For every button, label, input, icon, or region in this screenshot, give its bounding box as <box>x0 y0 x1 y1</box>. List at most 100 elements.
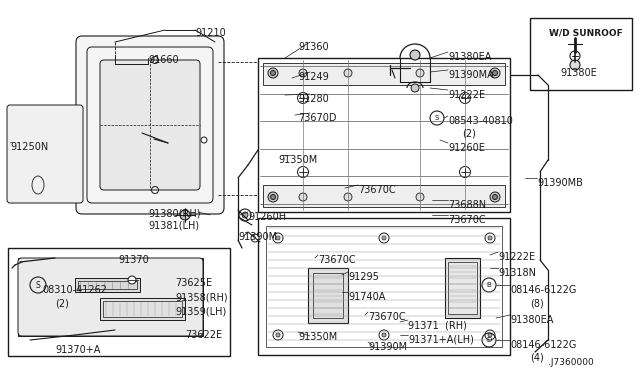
Text: (2): (2) <box>55 298 69 308</box>
Text: 91370+A: 91370+A <box>55 345 100 355</box>
FancyBboxPatch shape <box>18 258 203 336</box>
Text: D: D <box>486 337 492 343</box>
Text: 91260E: 91260E <box>448 143 485 153</box>
Circle shape <box>488 236 492 240</box>
Circle shape <box>490 68 500 78</box>
Circle shape <box>242 212 248 218</box>
Text: 73625E: 73625E <box>175 278 212 288</box>
Circle shape <box>271 195 275 199</box>
Text: S: S <box>36 280 40 289</box>
Text: 91210: 91210 <box>195 28 226 38</box>
Bar <box>10 108 80 200</box>
Circle shape <box>416 69 424 77</box>
Circle shape <box>410 50 420 60</box>
Circle shape <box>379 330 389 340</box>
Text: 91250N: 91250N <box>10 142 48 152</box>
Text: 08146-6122G: 08146-6122G <box>510 340 577 350</box>
Bar <box>313 273 343 318</box>
Circle shape <box>460 93 470 103</box>
Circle shape <box>128 276 136 284</box>
Text: (2): (2) <box>462 128 476 138</box>
Circle shape <box>268 68 278 78</box>
Text: 91260H: 91260H <box>248 212 286 222</box>
Text: 91390MA: 91390MA <box>448 70 493 80</box>
Bar <box>8 248 230 356</box>
Text: .J7360000: .J7360000 <box>548 358 594 367</box>
Text: 91280: 91280 <box>298 94 329 104</box>
Circle shape <box>485 330 495 340</box>
Text: 91358(RH): 91358(RH) <box>175 292 228 302</box>
Text: 91371  (RH): 91371 (RH) <box>408 320 467 330</box>
Text: 91380(RH): 91380(RH) <box>148 208 200 218</box>
Circle shape <box>460 167 470 177</box>
Bar <box>263 185 505 207</box>
Text: (8): (8) <box>530 298 544 308</box>
Text: B: B <box>486 282 492 288</box>
Text: 91660: 91660 <box>148 55 179 65</box>
Bar <box>445 258 480 318</box>
Text: 91390M: 91390M <box>238 232 277 242</box>
Text: 91390MB: 91390MB <box>537 178 583 188</box>
Text: 91380E: 91380E <box>560 68 596 78</box>
Circle shape <box>239 209 251 221</box>
Circle shape <box>570 60 580 70</box>
Text: 73670C: 73670C <box>448 215 486 225</box>
FancyBboxPatch shape <box>7 105 83 203</box>
Circle shape <box>485 233 495 243</box>
Text: 91360: 91360 <box>298 42 328 52</box>
Bar <box>308 268 348 323</box>
Circle shape <box>180 210 190 220</box>
Text: 91740A: 91740A <box>348 292 385 302</box>
Circle shape <box>298 93 308 103</box>
Circle shape <box>251 234 259 242</box>
Bar <box>78 281 137 289</box>
Text: 91390M: 91390M <box>368 342 407 352</box>
Text: 73670D: 73670D <box>298 113 337 123</box>
Circle shape <box>411 84 419 92</box>
Text: 08543-40810: 08543-40810 <box>448 116 513 126</box>
Text: 91318N: 91318N <box>498 268 536 278</box>
Circle shape <box>276 333 280 337</box>
Bar <box>448 262 477 314</box>
Text: 91380EA: 91380EA <box>448 52 492 62</box>
Bar <box>18 258 203 336</box>
Text: 91380EA: 91380EA <box>510 315 554 325</box>
Text: (4): (4) <box>530 352 544 362</box>
Text: 91371+A(LH): 91371+A(LH) <box>408 335 474 345</box>
Text: 73622E: 73622E <box>185 330 222 340</box>
Circle shape <box>416 193 424 201</box>
Circle shape <box>493 71 497 76</box>
Circle shape <box>493 195 497 199</box>
Text: S: S <box>435 115 439 121</box>
Circle shape <box>273 330 283 340</box>
Text: 73688N: 73688N <box>448 200 486 210</box>
Circle shape <box>379 233 389 243</box>
Text: 08310-41262: 08310-41262 <box>42 285 107 295</box>
Bar <box>75 278 140 292</box>
Text: 08146-6122G: 08146-6122G <box>510 285 577 295</box>
Text: 73670C: 73670C <box>318 255 356 265</box>
Bar <box>266 226 502 347</box>
Text: 91370: 91370 <box>118 255 148 265</box>
Circle shape <box>273 233 283 243</box>
Circle shape <box>382 236 386 240</box>
Bar <box>100 298 185 320</box>
Circle shape <box>271 71 275 76</box>
Text: 91295: 91295 <box>348 272 379 282</box>
FancyBboxPatch shape <box>76 36 224 214</box>
Circle shape <box>344 193 352 201</box>
FancyBboxPatch shape <box>100 60 200 190</box>
Bar <box>530 18 632 90</box>
Circle shape <box>299 193 307 201</box>
Text: W/D SUNROOF: W/D SUNROOF <box>549 28 623 37</box>
Circle shape <box>268 192 278 202</box>
Circle shape <box>299 69 307 77</box>
Ellipse shape <box>32 176 44 194</box>
Circle shape <box>276 236 280 240</box>
Text: 91381(LH): 91381(LH) <box>148 220 199 230</box>
Text: 73670C: 73670C <box>368 312 406 322</box>
Bar <box>103 301 182 317</box>
Bar <box>258 218 510 355</box>
Text: 73670C: 73670C <box>358 185 396 195</box>
Circle shape <box>490 192 500 202</box>
